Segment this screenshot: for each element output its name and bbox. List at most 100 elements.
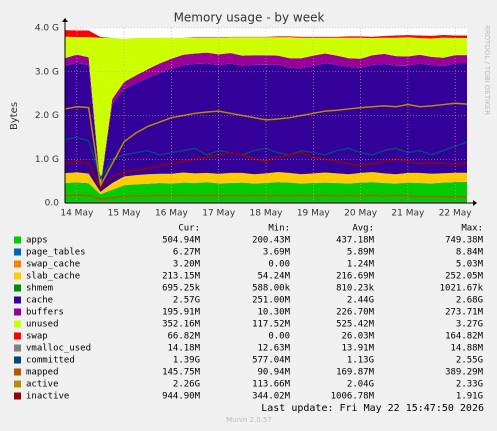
area	[65, 182, 467, 195]
legend-stat: 1.13G	[347, 356, 374, 366]
legend-stat: 226.70M	[336, 308, 375, 318]
area	[65, 172, 467, 195]
y-tick-label: 0.0	[45, 199, 60, 209]
legend-stat: 525.42M	[336, 320, 375, 330]
legend-swatch	[14, 368, 21, 376]
x-tick-label: 16 May	[155, 209, 189, 219]
legend-stat: 344.02M	[252, 392, 291, 402]
legend-stat: 352.16M	[162, 320, 201, 330]
legend-stat: 26.03M	[341, 332, 374, 342]
legend-stat: 252.05M	[445, 272, 484, 282]
watermark: RRDTOOL / TOBI OETIKER	[483, 25, 491, 115]
legend-stat: 1.91G	[456, 392, 483, 402]
legend-swatch	[14, 380, 21, 388]
legend-label: committed	[26, 356, 75, 366]
legend-stat: 2.33G	[456, 380, 483, 390]
legend-stat: 2.44G	[347, 296, 374, 306]
legend-stat: 1021.67k	[440, 284, 484, 294]
legend-stat: 1.24M	[347, 260, 375, 270]
legend-stat: 145.75M	[162, 368, 201, 378]
legend-label: swap	[26, 332, 48, 342]
legend-stat: 213.15M	[162, 272, 201, 282]
legend-label: mapped	[26, 368, 59, 378]
x-tick-label: 20 May	[344, 209, 378, 219]
legend-stat: 944.90M	[162, 392, 201, 402]
legend-stat: 113.66M	[252, 380, 291, 390]
legend-swatch	[14, 236, 21, 244]
legend-header: Avg:	[352, 224, 374, 234]
legend-stat: 1.39G	[173, 356, 200, 366]
legend-swatch	[14, 344, 21, 352]
legend-label: unused	[26, 320, 59, 330]
legend-label: buffers	[26, 308, 64, 318]
legend-stat: 3.27G	[456, 320, 483, 330]
legend-stat: 577.04M	[252, 356, 291, 366]
area	[65, 36, 467, 186]
line	[64, 102, 468, 188]
legend-stat: 12.63M	[257, 344, 290, 354]
legend-swatch	[14, 296, 21, 304]
legend-label: swap_cache	[26, 260, 80, 270]
y-tick-label: 2.0 G	[35, 111, 59, 121]
legend-stat: 1006.78M	[331, 392, 375, 402]
legend-label: inactive	[26, 392, 69, 402]
legend-swatch	[14, 392, 21, 400]
x-tick-label: 18 May	[250, 209, 284, 219]
legend-stat: 54.24M	[257, 272, 290, 282]
area	[65, 182, 467, 195]
legend-stat: 200.43M	[252, 236, 291, 246]
legend-stat: 117.52M	[252, 320, 291, 330]
legend-stat: 504.94M	[162, 236, 201, 246]
legend-stat: 6.27M	[173, 248, 201, 258]
legend-stat: 13.91M	[341, 344, 374, 354]
legend-stat: 3.20M	[173, 260, 201, 270]
legend-label: page_tables	[26, 248, 86, 258]
legend-label: slab_cache	[26, 272, 80, 282]
legend-label: shmem	[26, 284, 53, 294]
legend-swatch	[14, 260, 21, 268]
legend-stat: 2.04G	[347, 380, 374, 390]
area	[65, 30, 467, 40]
x-tick-label: 21 May	[391, 209, 425, 219]
legend-stat: 3.69M	[263, 248, 291, 258]
version: Munin 2.0.57	[226, 416, 272, 424]
legend-header: Cur:	[178, 224, 200, 234]
legend-stat: 216.69M	[336, 272, 375, 282]
legend-label: cache	[26, 296, 53, 306]
area	[65, 182, 467, 203]
legend-stat: 437.18M	[336, 236, 375, 246]
y-tick-label: 3.0 G	[35, 67, 59, 77]
legend-label: vmalloc_used	[26, 344, 91, 354]
axis-arrow	[62, 18, 68, 22]
legend-stat: 14.18M	[167, 344, 200, 354]
legend-stat: 0.00	[268, 332, 290, 342]
legend-stat: 810.23k	[336, 284, 375, 294]
legend-header: Max:	[461, 224, 483, 234]
legend-stat: 695.25k	[162, 284, 201, 294]
legend-stat: 66.82M	[167, 332, 200, 342]
x-tick-label: 15 May	[108, 209, 142, 219]
legend-stat: 2.55G	[456, 356, 483, 366]
y-axis-label: Bytes	[9, 102, 20, 130]
legend-stat: 389.29M	[445, 368, 484, 378]
x-tick-label: 14 May	[60, 209, 94, 219]
legend-stat: 5.89M	[347, 248, 375, 258]
legend-stat: 749.38M	[445, 236, 484, 246]
legend-swatch	[14, 320, 21, 328]
y-tick-label: 1.0 G	[35, 155, 59, 165]
legend-swatch	[14, 332, 21, 340]
legend-swatch	[14, 284, 21, 292]
legend-header: Min:	[268, 224, 290, 234]
legend-stat: 2.26G	[173, 380, 200, 390]
legend-stat: 195.91M	[162, 308, 201, 318]
legend-stat: 10.30M	[257, 308, 290, 318]
line	[64, 151, 468, 190]
x-tick-label: 19 May	[297, 209, 331, 219]
legend-label: apps	[26, 236, 48, 246]
legend-stat: 8.84M	[456, 248, 484, 258]
legend-stat: 90.94M	[257, 368, 290, 378]
legend-stat: 273.71M	[445, 308, 484, 318]
legend-stat: 164.82M	[445, 332, 484, 342]
